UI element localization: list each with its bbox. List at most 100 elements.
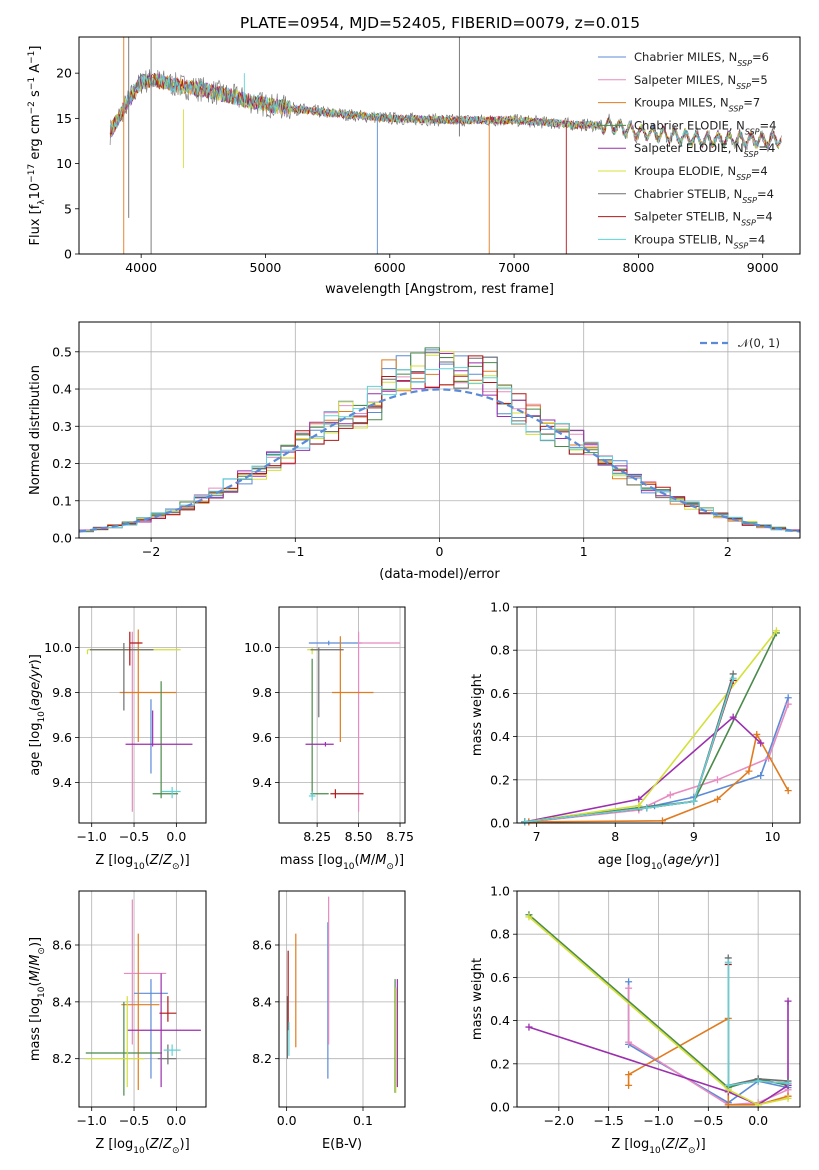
legend-sub: SSP (744, 150, 759, 159)
legend-label: Salpeter MILES, N (634, 73, 736, 87)
x-axis-label: wavelength [Angstrom, rest frame] (325, 282, 554, 297)
label-part: )] (180, 1137, 190, 1152)
label-part: age/yr (667, 853, 710, 868)
y-tick-label: 0.2 (52, 456, 72, 471)
label-part: 10 (133, 1146, 145, 1156)
x-axis-label: E(B-V) (322, 1137, 362, 1152)
y-tick-label: 10.0 (44, 640, 72, 655)
y-tick-label: 0.8 (490, 927, 510, 942)
x-tick-label: −2.0 (544, 1113, 574, 1128)
y-tick-label: 0.4 (490, 729, 510, 744)
legend-sub: SSP (734, 241, 749, 250)
y-tick-label: 20 (56, 66, 72, 81)
y-tick-label: 1.0 (490, 884, 510, 899)
x-tick-label: 0.1 (353, 1113, 373, 1128)
figure-title: PLATE=0954, MJD=52405, FIBERID=0079, z=0… (240, 14, 640, 32)
x-tick-label: 9 (690, 829, 698, 844)
legend-sub: SSP (745, 127, 760, 136)
label-part: 10 (37, 711, 47, 723)
label-part: Z [log (611, 1137, 649, 1152)
x-tick-label: −1.0 (77, 829, 107, 844)
label-part: s (28, 90, 43, 101)
x-tick-label: 7000 (498, 260, 530, 275)
legend-tail: =4 (757, 187, 774, 201)
label-part: −1 (27, 77, 37, 90)
label-part: age [log (28, 723, 43, 776)
y-tick-label: 9.6 (52, 730, 72, 745)
label-part: ⊙ (688, 1146, 696, 1156)
label-part: 10 (28, 183, 43, 200)
x-tick-label: 8 (611, 829, 619, 844)
legend-tail: =7 (743, 96, 760, 110)
legend-label: Kroupa STELIB, N (634, 232, 734, 246)
x-tick-label: −0.5 (119, 829, 149, 844)
label-part: M (360, 853, 371, 868)
label-part: ⊙ (172, 862, 180, 872)
x-tick-label: 10 (765, 829, 781, 844)
legend-label: Salpeter STELIB, N (634, 210, 741, 224)
legend-tail: =4 (751, 164, 768, 178)
label-part: 10 (649, 1146, 661, 1156)
x-tick-label: 0.0 (166, 829, 186, 844)
legend-entry: 𝒩(0, 1) (738, 336, 780, 350)
y-tick-label: 10.0 (244, 640, 272, 655)
label-part: 10 (37, 986, 47, 998)
y-tick-label: 0.2 (490, 772, 510, 787)
y-tick-label: 8.4 (252, 994, 272, 1009)
label-part: M (28, 970, 43, 981)
legend-tail: =6 (752, 50, 769, 64)
legend-sub: SSP (737, 59, 752, 68)
x-tick-label: 4000 (125, 260, 157, 275)
y-tick-label: 9.6 (252, 730, 272, 745)
x-tick-label: 8.25 (303, 829, 331, 844)
x-tick-label: 0.0 (166, 1113, 186, 1128)
label-part: mass [log (28, 998, 43, 1061)
y-axis-label: mass weight (470, 674, 485, 756)
y-tick-label: 9.8 (52, 685, 72, 700)
x-tick-label: 8.50 (345, 829, 373, 844)
y-tick-label: 0.1 (52, 493, 72, 508)
y-tick-label: 0.2 (490, 1056, 510, 1071)
x-axis-label: (data-model)/error (379, 567, 500, 582)
legend-label: Chabrier MILES, N (634, 50, 737, 64)
label-part: )] (696, 1137, 706, 1152)
label-part: ] (28, 46, 43, 51)
legend-label: Chabrier STELIB, N (634, 187, 742, 201)
y-tick-label: 0 (64, 247, 72, 262)
x-tick-label: −2 (142, 544, 160, 559)
legend-tail: =4 (760, 118, 777, 132)
y-tick-label: 0.0 (490, 1100, 510, 1115)
label-part: )] (180, 853, 190, 868)
y-tick-label: 8.6 (52, 938, 72, 953)
x-tick-label: 7 (533, 829, 541, 844)
label-part: Z [log (95, 853, 133, 868)
x-tick-label: 1 (580, 544, 588, 559)
y-tick-label: 0.3 (52, 419, 72, 434)
legend-label: Kroupa MILES, N (634, 96, 729, 110)
legend-label: Salpeter ELODIE, N (634, 141, 744, 155)
x-tick-label: −1.5 (593, 1113, 623, 1128)
label-part: −1 (27, 51, 37, 64)
legend-label: Kroupa ELODIE, N (634, 164, 736, 178)
y-tick-label: 10 (56, 156, 72, 171)
x-tick-label: 6000 (374, 260, 406, 275)
label-part: −2 (27, 101, 37, 114)
y-axis-label: Normed distribution (28, 365, 43, 495)
label-part: 10 (343, 862, 355, 872)
legend-tail: =4 (756, 210, 773, 224)
label-part: ⊙ (172, 1146, 180, 1156)
y-tick-label: 8.4 (52, 994, 72, 1009)
label-part: mass [log (280, 853, 343, 868)
y-tick-label: 0.4 (52, 382, 72, 397)
legend-sub: SSP (736, 173, 751, 182)
y-tick-label: 1.0 (490, 600, 510, 615)
y-tick-label: 0.0 (52, 531, 72, 546)
x-tick-label: 0.0 (277, 1113, 297, 1128)
x-tick-label: −1.0 (77, 1113, 107, 1128)
legend-sub: SSP (741, 218, 756, 227)
y-tick-label: 0.5 (52, 344, 72, 359)
legend-sub: SSP (729, 104, 744, 113)
x-tick-label: 8.75 (386, 829, 414, 844)
legend-sub: SSP (742, 195, 757, 204)
label-part: )] (394, 853, 404, 868)
